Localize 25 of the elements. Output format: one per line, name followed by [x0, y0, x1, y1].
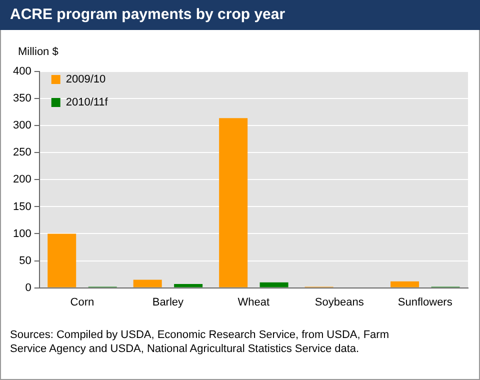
y-tick-label: 300: [12, 120, 32, 132]
bar: [48, 234, 76, 288]
x-tick-label: Barley: [152, 296, 184, 308]
x-tick-label: Corn: [70, 296, 94, 308]
y-tick-label: 0: [25, 282, 32, 294]
y-tick-label: 150: [12, 200, 32, 213]
x-tick-label: Wheat: [238, 296, 270, 308]
y-axis-title: Million $: [18, 46, 58, 58]
y-tick-label: 50: [19, 254, 32, 267]
bar: [174, 284, 203, 288]
y-tick-label: 200: [12, 174, 32, 186]
y-tick-label: 400: [12, 66, 32, 78]
bar: [133, 280, 162, 288]
source-note: Sources: Compiled by USDA, Economic Research Service, from USDA, Farm Service Agency and USDA, National Agricultural Statistics Service data.: [10, 328, 390, 356]
legend-label: 2009/10: [66, 74, 106, 86]
legend-label: 2010/11f: [66, 96, 109, 109]
y-tick-label: 250: [12, 146, 32, 159]
x-tick-label: Soybeans: [314, 296, 364, 308]
y-tick-label: 100: [12, 228, 32, 240]
x-tick-label: Sunflowers: [398, 296, 453, 308]
chart-title: ACRE program payments by crop year: [0, 0, 480, 30]
bar: [260, 282, 288, 288]
bar: [219, 118, 248, 288]
bar: [390, 281, 420, 288]
y-tick-label: 350: [12, 92, 32, 105]
